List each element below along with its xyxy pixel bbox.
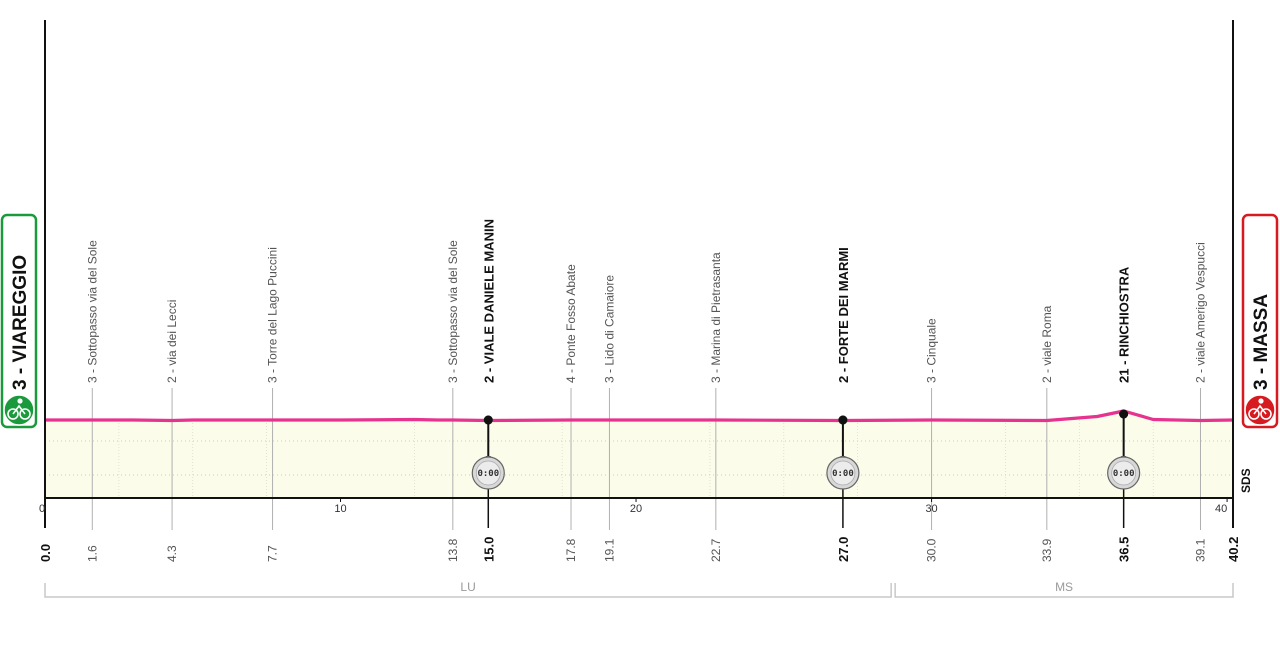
waypoint-label: 4 - Ponte Fosso Abate	[564, 264, 578, 383]
waypoint-label: 2 - VIALE DANIELE MANIN	[481, 219, 496, 383]
waypoint-label: 21 - RINCHIOSTRA	[1117, 266, 1132, 383]
cyclist-head	[1258, 398, 1264, 404]
waypoint-km: 27.0	[836, 537, 851, 562]
start-km-label: 0.0	[38, 544, 53, 562]
x-tick-label: 40	[1215, 503, 1227, 515]
waypoint-label: 2 - viale Amerigo Vespucci	[1193, 242, 1207, 383]
waypoint-km: 30.0	[925, 538, 939, 562]
waypoint-km: 17.8	[564, 538, 578, 562]
waypoint-label: 3 - Sottopasso via del Sole	[446, 240, 460, 383]
cyclist-head	[17, 398, 23, 404]
cyclist-icon	[1244, 394, 1276, 426]
waypoint-label: 2 - via dei Lecci	[165, 300, 179, 383]
timer-readout: 0:00	[1113, 469, 1135, 479]
stopwatch-face	[1111, 460, 1137, 486]
waypoint-km: 33.9	[1040, 538, 1054, 562]
x-tick-label: 30	[925, 503, 937, 515]
waypoint-label: 3 - Lido di Camaiore	[602, 275, 616, 383]
cyclist-icon	[3, 394, 35, 426]
finish-badge	[1241, 213, 1279, 429]
waypoint-label: 3 - Marina di Pietrasanta	[709, 252, 723, 383]
region-label: MS	[1055, 580, 1073, 594]
waypoint-label: 3 - Sottopasso via del Sole	[85, 240, 99, 383]
waypoint-km: 7.7	[266, 545, 280, 562]
waypoint-km: 36.5	[1117, 537, 1132, 562]
finish-km-label: 40.2	[1226, 537, 1241, 562]
waypoint-km: 39.1	[1193, 538, 1207, 562]
stopwatch-face	[475, 460, 501, 486]
x-tick-label: 20	[630, 503, 642, 515]
waypoint-label: 2 - viale Roma	[1040, 305, 1054, 383]
waypoint-km: 1.6	[85, 545, 99, 562]
start-label: 3 - VIAREGGIO	[10, 255, 31, 390]
cyclist-wheel	[7, 408, 19, 420]
timer-readout: 0:00	[477, 469, 499, 479]
finish-label: 3 - MASSA	[1251, 294, 1272, 390]
region-bracket	[44, 583, 892, 598]
waypoint-km: 19.1	[602, 538, 616, 562]
x-tick-label: 0	[39, 503, 45, 515]
timer-readout: 0:00	[832, 469, 854, 479]
cyclist-frame	[12, 404, 26, 415]
cyclist-wheel	[1248, 408, 1260, 420]
waypoint-label: 3 - Cinquale	[925, 318, 939, 383]
sponsor-logo: SDS	[1239, 468, 1253, 493]
start-badge	[0, 213, 38, 429]
waypoint-label: 3 - Torre del Lago Puccini	[266, 247, 280, 383]
waypoint-km: 13.8	[446, 538, 460, 562]
x-tick-label: 10	[334, 503, 346, 515]
waypoint-km: 4.3	[165, 545, 179, 562]
profile-fill	[45, 411, 1233, 498]
waypoint-km: 15.0	[481, 537, 496, 562]
cyclist-frame	[1253, 404, 1267, 415]
timing-point-dot	[838, 415, 848, 425]
waypoint-label: 2 - FORTE DEI MARMI	[836, 247, 851, 383]
region-bracket	[894, 583, 1234, 598]
cyclist-wheel	[1260, 408, 1272, 420]
stopwatch-face	[830, 460, 856, 486]
region-label: LU	[460, 580, 475, 594]
waypoint-km: 22.7	[709, 538, 723, 562]
cyclist-wheel	[19, 408, 31, 420]
timing-point-dot	[483, 415, 493, 425]
timing-point-dot	[1119, 409, 1129, 419]
elevation-line	[45, 409, 1234, 423]
